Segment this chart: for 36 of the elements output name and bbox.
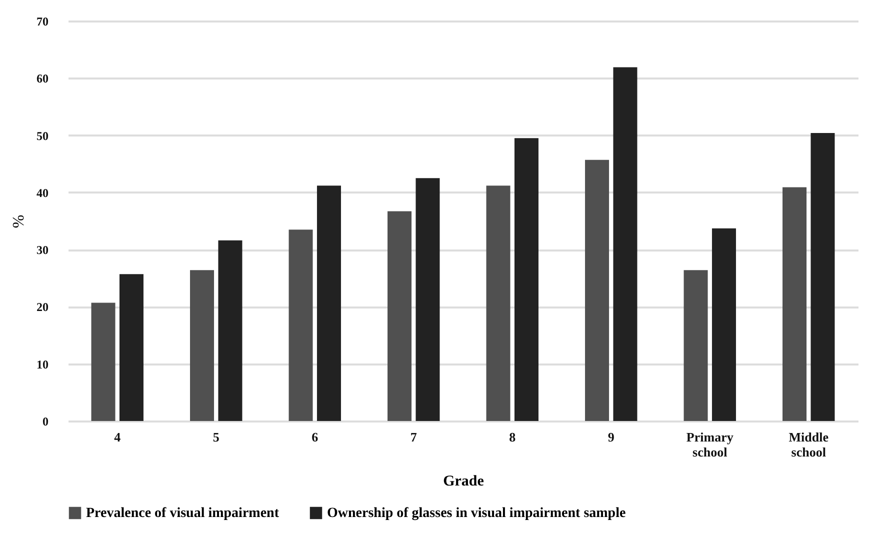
bar [91, 302, 116, 421]
bar [218, 240, 242, 421]
legend-label: Prevalence of visual impairment [86, 506, 280, 521]
y-tick-label: 10 [36, 357, 48, 372]
y-axis-title: % [10, 214, 28, 228]
bar [388, 211, 412, 421]
bar [585, 160, 610, 421]
bar [416, 178, 440, 421]
bar [712, 228, 736, 421]
bar [288, 230, 313, 421]
x-tick-label: 9 [608, 430, 615, 444]
x-tick-label: 5 [212, 430, 220, 444]
x-tick-label: 8 [509, 430, 516, 444]
bar [613, 67, 638, 421]
y-tick-label: 70 [36, 14, 48, 28]
bar [119, 274, 144, 421]
bar [782, 187, 807, 421]
legend-label: Ownership of glasses in visual impairment sample [327, 506, 626, 521]
bar [810, 133, 835, 421]
y-tick-label: 30 [36, 243, 48, 258]
y-tick-label: 60 [36, 72, 48, 86]
x-tick-label: 7 [410, 430, 418, 444]
bar [316, 186, 341, 421]
y-tick-label: 40 [36, 186, 48, 200]
x-tick-label: 6 [312, 430, 319, 444]
bar [684, 270, 708, 421]
bar [486, 186, 510, 421]
x-tick-label: Middle school [788, 430, 829, 460]
y-tick-label: 20 [36, 300, 48, 314]
x-tick-label: 4 [114, 430, 122, 444]
bar [190, 270, 214, 421]
y-tick-label: 0 [42, 414, 48, 428]
y-tick-label: 50 [36, 128, 48, 143]
bar [514, 138, 538, 421]
x-tick-label: Primary school [686, 430, 734, 460]
x-axis-title: Grade [443, 474, 484, 490]
